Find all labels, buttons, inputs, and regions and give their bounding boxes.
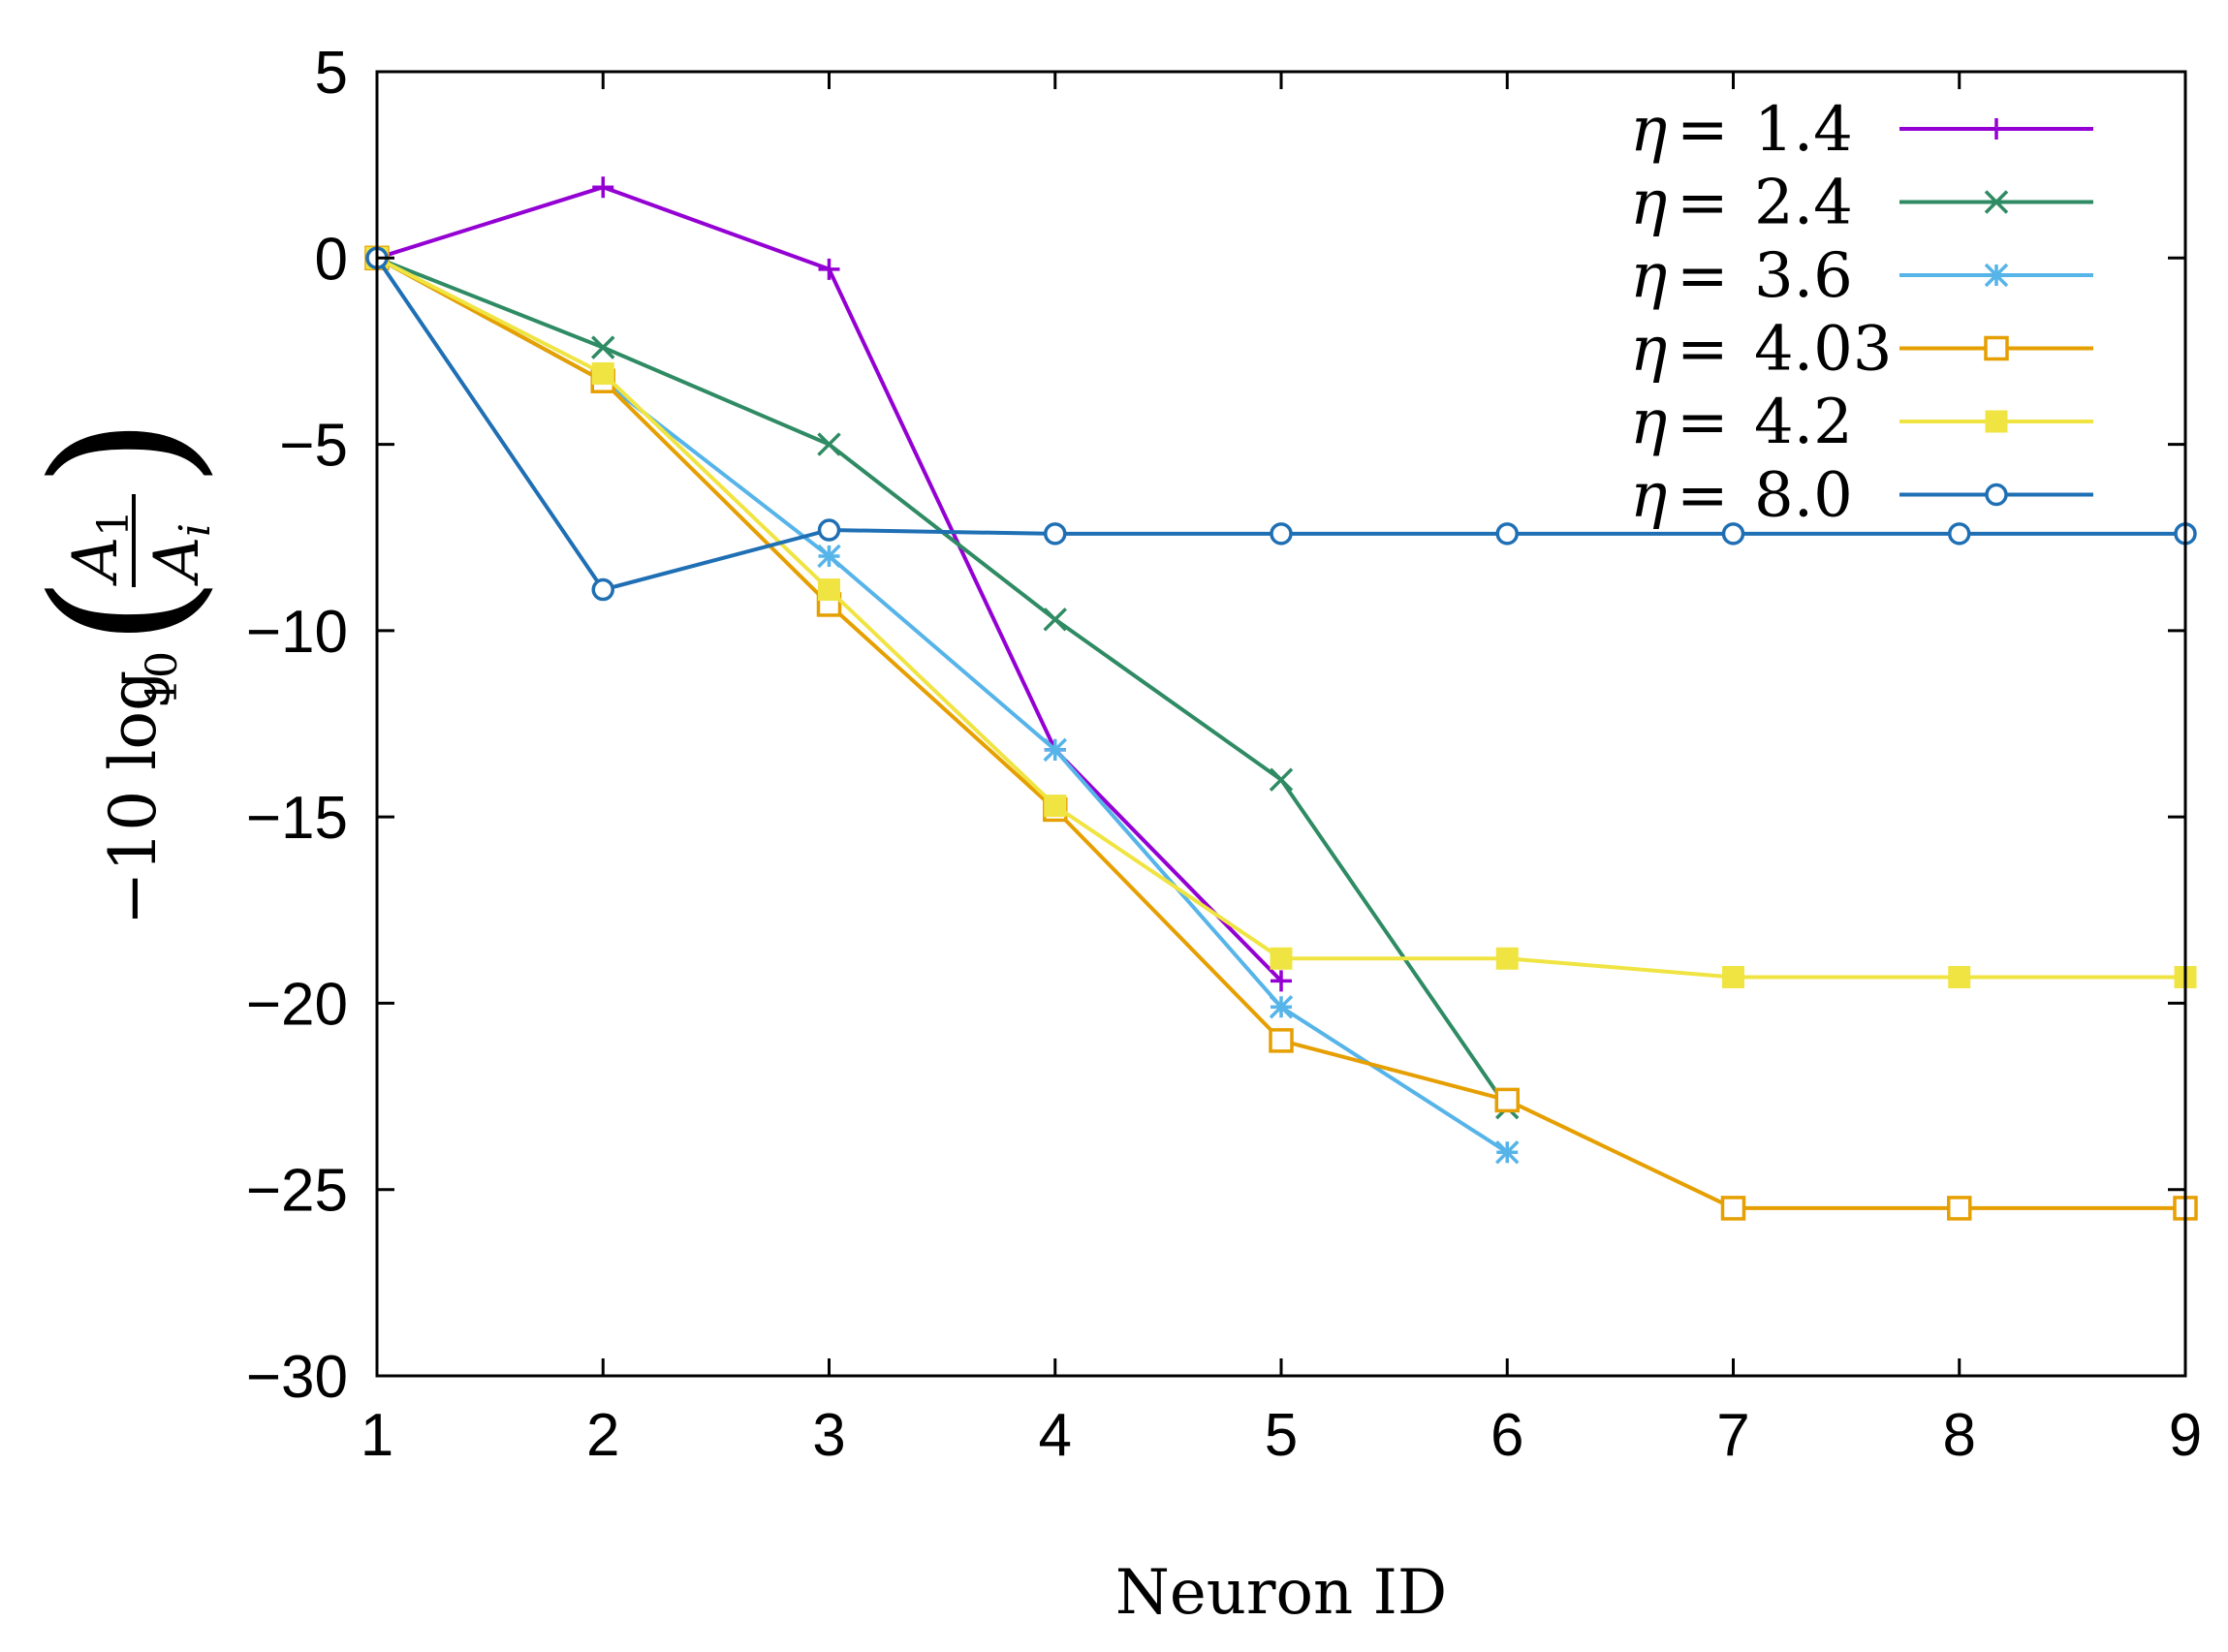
x-tick-label: 8 bbox=[1943, 1402, 1976, 1469]
legend-value: 8.0 bbox=[1754, 460, 1853, 532]
legend-marker bbox=[1985, 483, 2008, 507]
data-point bbox=[1044, 522, 1067, 545]
data-point bbox=[1269, 1028, 1294, 1053]
data-point bbox=[1269, 995, 1294, 1019]
data-point bbox=[1044, 795, 1067, 818]
legend-equals: = bbox=[1677, 314, 1729, 386]
legend-entry: η = 8.0 bbox=[1630, 460, 2093, 532]
legend: η = 1.4η = 2.4η = 3.6η = 4.03η = 4.2η = 8.0 bbox=[1630, 94, 2093, 532]
data-point bbox=[1947, 1196, 1972, 1221]
legend-equals: = bbox=[1677, 387, 1729, 458]
legend-equals: = bbox=[1677, 240, 1729, 312]
legend-equals: = bbox=[1677, 460, 1729, 532]
legend-symbol: η bbox=[1630, 314, 1667, 386]
data-point bbox=[818, 578, 840, 602]
series-line bbox=[376, 256, 2185, 1210]
x-tick-label: 9 bbox=[2169, 1402, 2202, 1469]
y-tick-label: −10 bbox=[246, 599, 348, 666]
legend-symbol: η bbox=[1630, 94, 1667, 166]
x-tick-label: 5 bbox=[1265, 1402, 1298, 1469]
y-axis-label-prefix: −10 log bbox=[96, 670, 171, 925]
data-point bbox=[1270, 522, 1293, 545]
legend-value: 2.4 bbox=[1754, 168, 1853, 239]
data-point bbox=[1721, 522, 1745, 545]
series-2 bbox=[364, 246, 1520, 1120]
data-point bbox=[817, 544, 841, 569]
series-line bbox=[376, 256, 1509, 1109]
y-axis-label-numerator-sub: 1 bbox=[89, 510, 139, 537]
data-point bbox=[1269, 767, 1294, 792]
data-point bbox=[817, 432, 841, 456]
series-4 bbox=[364, 245, 2198, 1221]
legend-symbol: η bbox=[1630, 168, 1667, 239]
legend-entry: η = 4.2 bbox=[1630, 387, 2093, 458]
series-layer bbox=[364, 176, 2198, 1221]
y-tick-label: 5 bbox=[315, 40, 348, 107]
data-point bbox=[1495, 947, 1519, 970]
series-6 bbox=[365, 246, 2197, 602]
x-tick-label: 6 bbox=[1491, 1402, 1523, 1469]
data-point bbox=[1270, 947, 1293, 970]
legend-value: 3.6 bbox=[1754, 240, 1853, 312]
legend-value: 4.2 bbox=[1754, 387, 1853, 458]
legend-entry: η = 1.4 bbox=[1630, 94, 2093, 166]
x-tick-label: 7 bbox=[1716, 1402, 1749, 1469]
data-point bbox=[1495, 1140, 1520, 1165]
series-5 bbox=[365, 246, 2197, 989]
legend-symbol: η bbox=[1630, 240, 1667, 312]
legend-entry: η = 2.4 bbox=[1630, 168, 2093, 239]
data-point bbox=[592, 176, 614, 199]
x-tick-label: 3 bbox=[812, 1402, 845, 1469]
y-tick-label: −20 bbox=[246, 971, 348, 1038]
y-tick-label: −25 bbox=[246, 1158, 348, 1225]
plot-area-frame bbox=[375, 70, 2187, 1378]
legend-equals: = bbox=[1677, 94, 1729, 166]
data-point bbox=[1271, 970, 1292, 992]
data-point bbox=[591, 362, 614, 386]
data-point bbox=[1722, 966, 1744, 989]
x-axis-label: Neuron ID bbox=[1115, 1557, 1447, 1629]
data-point bbox=[1948, 522, 1971, 545]
y-axis-label-denominator-sub: i bbox=[171, 523, 220, 537]
data-point bbox=[1948, 966, 1971, 989]
data-point bbox=[817, 518, 841, 542]
data-point bbox=[591, 335, 615, 359]
legend-entry: η = 3.6 bbox=[1630, 240, 2093, 312]
x-tick-label: 1 bbox=[361, 1402, 393, 1469]
y-tick-label: −30 bbox=[246, 1344, 348, 1411]
y-axis-label-numerator: A bbox=[60, 537, 132, 586]
data-point bbox=[1720, 1196, 1746, 1221]
legend-marker bbox=[1984, 190, 2009, 214]
legend-entry: η = 4.03 bbox=[1630, 314, 2093, 386]
legend-marker bbox=[1985, 410, 2008, 433]
axis-ticks: 5 0 −5 −10 −15 −20 −25 −301 2 3 4 5 6 7 8 9 bbox=[246, 40, 2202, 1469]
legend-marker bbox=[1984, 335, 2009, 361]
y-tick-label: 0 bbox=[315, 226, 348, 293]
x-tick-label: 2 bbox=[586, 1402, 619, 1469]
data-point bbox=[1495, 522, 1519, 545]
y-axis-label-denominator: A bbox=[141, 537, 213, 586]
data-point bbox=[591, 577, 614, 602]
y-axis-label: −10 log 10 ( A 1 A i ) bbox=[14, 417, 228, 925]
data-point bbox=[1043, 737, 1067, 763]
data-point bbox=[1494, 1087, 1520, 1113]
legend-symbol: η bbox=[1630, 460, 1667, 532]
data-point bbox=[818, 258, 840, 280]
x-tick-label: 4 bbox=[1039, 1402, 1072, 1469]
y-tick-label: −15 bbox=[246, 785, 348, 852]
y-axis-label-right-paren: ) bbox=[14, 417, 228, 488]
legend-marker bbox=[1984, 263, 2009, 288]
y-tick-label: −5 bbox=[279, 413, 348, 480]
y-axis-label-left-paren: ( bbox=[14, 576, 228, 647]
legend-marker bbox=[1986, 118, 2007, 140]
y-axis-label-subscript: 10 bbox=[138, 651, 187, 705]
data-point bbox=[1043, 608, 1067, 632]
legend-value: 1.4 bbox=[1754, 94, 1853, 166]
legend-equals: = bbox=[1677, 168, 1729, 239]
legend-symbol: η bbox=[1630, 387, 1667, 458]
legend-value: 4.03 bbox=[1754, 314, 1893, 386]
